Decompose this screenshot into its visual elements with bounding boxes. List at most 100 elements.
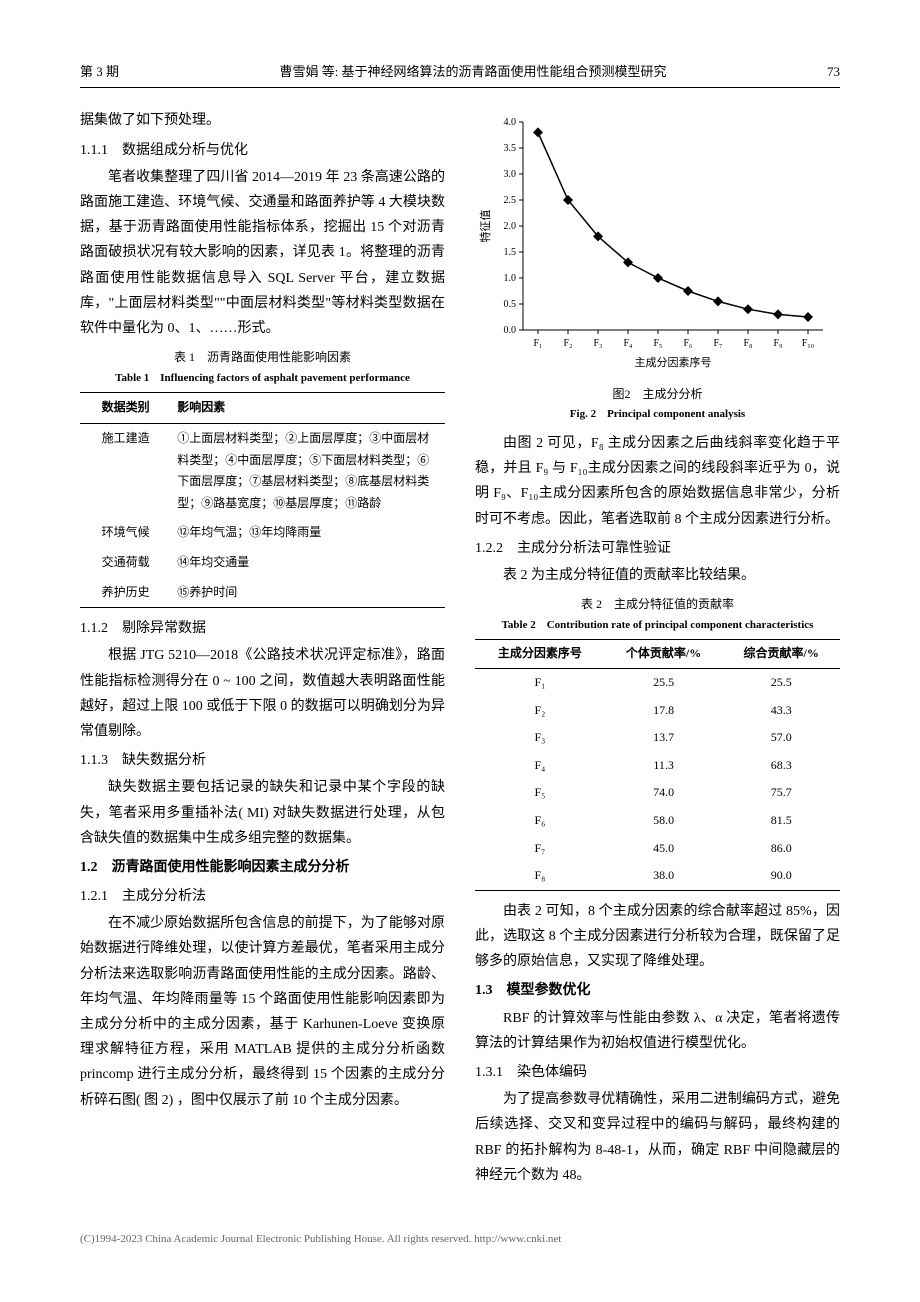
fig2-caption-en: Fig. 2 Principal component analysis: [475, 405, 840, 425]
table-row: F₁25.525.5: [475, 669, 840, 697]
pca-scree-plot: 0.00.51.01.52.02.53.03.54.0F₁F₂F₃F₄F₅F₆F…: [475, 112, 835, 372]
table-cell: F₇: [475, 835, 605, 863]
svg-text:F₇: F₇: [713, 338, 722, 349]
svg-text:F₉: F₉: [773, 338, 783, 349]
table2-caption-cn: 表 2 主成分特征值的贡献率: [475, 594, 840, 616]
table-row: 交通荷载⑭年均交通量: [80, 548, 445, 578]
para-after-table2: 由表 2 可知，8 个主成分因素的综合献率超过 85%，因此，选取这 8 个主成…: [475, 899, 840, 975]
table-cell: F₃: [475, 724, 605, 752]
table-row: 环境气候⑫年均气温；⑬年均降雨量: [80, 518, 445, 548]
table2-caption-en: Table 2 Contribution rate of principal c…: [475, 616, 840, 636]
continuation-text: 据集做了如下预处理。: [80, 108, 445, 133]
table2-header-1: 个体贡献率/%: [605, 640, 723, 669]
table-cell: 43.3: [722, 697, 840, 725]
fig2-caption-cn: 图2 主成分分析: [475, 384, 840, 406]
table-cell: F₆: [475, 807, 605, 835]
table-row: F₃13.757.0: [475, 724, 840, 752]
content-columns: 据集做了如下预处理。 1.1.1 数据组成分析与优化 笔者收集整理了四川省 20…: [80, 108, 840, 1190]
table-row: F₇45.086.0: [475, 835, 840, 863]
para-after-fig2: 由图 2 可见，F₈ 主成分因素之后曲线斜率变化趋于平稳，并且 F₉ 与 F₁₀…: [475, 431, 840, 532]
page-footer: (C)1994-2023 China Academic Journal Elec…: [80, 1230, 840, 1250]
table1-caption-en: Table 1 Influencing factors of asphalt p…: [80, 369, 445, 389]
table-cell: F₈: [475, 862, 605, 890]
table-cell: 81.5: [722, 807, 840, 835]
svg-text:F₁: F₁: [533, 338, 542, 349]
table-cell: 86.0: [722, 835, 840, 863]
table-cell: 58.0: [605, 807, 723, 835]
svg-text:2.0: 2.0: [504, 221, 517, 232]
svg-text:1.0: 1.0: [504, 273, 517, 284]
svg-text:F₅: F₅: [653, 338, 662, 349]
table-row: F₅74.075.7: [475, 779, 840, 807]
table-cell: ⑫年均气温；⑬年均降雨量: [171, 518, 445, 548]
page-header: 第 3 期 曹雪娟 等: 基于神经网络算法的沥青路面使用性能组合预测模型研究 7…: [80, 60, 840, 88]
svg-text:F₂: F₂: [563, 338, 572, 349]
table2-header-0: 主成分因素序号: [475, 640, 605, 669]
table-row: F₈38.090.0: [475, 862, 840, 890]
table-cell: 11.3: [605, 752, 723, 780]
table-2: 主成分因素序号 个体贡献率/% 综合贡献率/% F₁25.525.5F₂17.8…: [475, 639, 840, 890]
svg-text:0.5: 0.5: [504, 299, 517, 310]
para-1-3: RBF 的计算效率与性能由参数 λ、α 决定，笔者将遗传算法的计算结果作为初始权…: [475, 1006, 840, 1056]
table1-header-1: 影响因素: [171, 393, 445, 424]
table-cell: ⑭年均交通量: [171, 548, 445, 578]
table1-caption-cn: 表 1 沥青路面使用性能影响因素: [80, 347, 445, 369]
table-row: F₆58.081.5: [475, 807, 840, 835]
svg-text:0.0: 0.0: [504, 325, 517, 336]
table-cell: F₄: [475, 752, 605, 780]
table-cell: 75.7: [722, 779, 840, 807]
heading-1-3-1: 1.3.1 染色体编码: [475, 1060, 840, 1085]
svg-text:主成分因素序号: 主成分因素序号: [635, 355, 712, 369]
heading-1-1-1: 1.1.1 数据组成分析与优化: [80, 138, 445, 163]
heading-1-1-3: 1.1.3 缺失数据分析: [80, 748, 445, 773]
svg-text:1.5: 1.5: [504, 247, 517, 258]
para-1-2-2: 表 2 为主成分特征值的贡献率比较结果。: [475, 563, 840, 588]
table-row: 施工建造①上面层材料类型；②上面层厚度；③中面层材料类型；④中面层厚度；⑤下面层…: [80, 424, 445, 519]
figure-2-chart: 0.00.51.01.52.02.53.03.54.0F₁F₂F₃F₄F₅F₆F…: [475, 112, 840, 381]
heading-1-2-2: 1.2.2 主成分分析法可靠性验证: [475, 536, 840, 561]
table-cell: 13.7: [605, 724, 723, 752]
svg-text:特征值: 特征值: [478, 210, 492, 243]
svg-text:F₈: F₈: [743, 338, 753, 349]
table-cell: ①上面层材料类型；②上面层厚度；③中面层材料类型；④中面层厚度；⑤下面层材料类型…: [171, 424, 445, 519]
table-cell: 57.0: [722, 724, 840, 752]
table-cell: 25.5: [605, 669, 723, 697]
heading-1-3: 1.3 模型参数优化: [475, 978, 840, 1003]
table-cell: F₁: [475, 669, 605, 697]
para-1-1-2: 根据 JTG 5210—2018《公路技术状况评定标准》，路面性能指标检测得分在…: [80, 643, 445, 744]
table-cell: 养护历史: [80, 578, 171, 608]
para-1-1-3: 缺失数据主要包括记录的缺失和记录中某个字段的缺失，笔者采用多重插补法( MI) …: [80, 775, 445, 851]
table-row: F₄11.368.3: [475, 752, 840, 780]
table-row: F₂17.843.3: [475, 697, 840, 725]
svg-text:3.0: 3.0: [504, 169, 517, 180]
table-cell: 74.0: [605, 779, 723, 807]
table-cell: F₅: [475, 779, 605, 807]
heading-1-2: 1.2 沥青路面使用性能影响因素主成分分析: [80, 855, 445, 880]
table-cell: 17.8: [605, 697, 723, 725]
para-1-2-1: 在不减少原始数据所包含信息的前提下，为了能够对原始数据进行降维处理，以使计算方差…: [80, 911, 445, 1113]
table-cell: 68.3: [722, 752, 840, 780]
left-column: 据集做了如下预处理。 1.1.1 数据组成分析与优化 笔者收集整理了四川省 20…: [80, 108, 445, 1190]
table-cell: F₂: [475, 697, 605, 725]
table2-header-2: 综合贡献率/%: [722, 640, 840, 669]
table-cell: 38.0: [605, 862, 723, 890]
header-title: 曹雪娟 等: 基于神经网络算法的沥青路面使用性能组合预测模型研究: [119, 60, 827, 83]
table-1: 数据类别 影响因素 施工建造①上面层材料类型；②上面层厚度；③中面层材料类型；④…: [80, 392, 445, 608]
para-1-3-1: 为了提高参数寻优精确性，采用二进制编码方式，避免后续选择、交叉和变异过程中的编码…: [475, 1087, 840, 1188]
right-column: 0.00.51.01.52.02.53.03.54.0F₁F₂F₃F₄F₅F₆F…: [475, 108, 840, 1190]
header-page-number: 73: [827, 60, 840, 83]
table-cell: ⑮养护时间: [171, 578, 445, 608]
table1-header-0: 数据类别: [80, 393, 171, 424]
table-cell: 交通荷载: [80, 548, 171, 578]
header-issue: 第 3 期: [80, 60, 119, 83]
para-1-1-1: 笔者收集整理了四川省 2014—2019 年 23 条高速公路的路面施工建造、环…: [80, 165, 445, 341]
table-cell: 45.0: [605, 835, 723, 863]
svg-text:F₆: F₆: [683, 338, 693, 349]
heading-1-2-1: 1.2.1 主成分分析法: [80, 884, 445, 909]
svg-text:F₃: F₃: [593, 338, 602, 349]
heading-1-1-2: 1.1.2 剔除异常数据: [80, 616, 445, 641]
table-cell: 环境气候: [80, 518, 171, 548]
table-cell: 90.0: [722, 862, 840, 890]
svg-text:4.0: 4.0: [504, 117, 517, 128]
svg-text:F₄: F₄: [623, 338, 633, 349]
